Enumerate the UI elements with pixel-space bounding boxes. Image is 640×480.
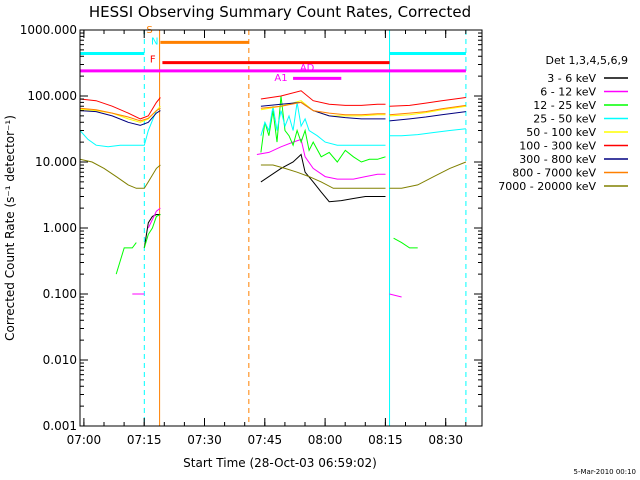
- series-line-6-1: [260, 101, 386, 120]
- series-line-7-1: [260, 101, 386, 116]
- x-axis-label: Start Time (28-Oct-03 06:59:02): [183, 456, 377, 470]
- legend-label-5: 100 - 300 keV: [519, 140, 596, 153]
- legend-label-3: 25 - 50 keV: [533, 113, 596, 126]
- series-line-5-2: [389, 97, 466, 107]
- series-line-6-0: [79, 110, 161, 126]
- flag-label-2: F: [150, 55, 156, 66]
- series-line-7-2: [389, 104, 466, 116]
- series-line-8-0: [79, 158, 161, 189]
- series-line-2-2: [143, 214, 161, 249]
- series-line-8-2: [389, 161, 467, 189]
- legend-label-8: 7000 - 20000 keV: [498, 180, 596, 193]
- y-tick-label-4: 10.000: [35, 155, 77, 169]
- legend-label-4: 50 - 100 keV: [526, 126, 596, 139]
- legend-label-0: 3 - 6 keV: [547, 72, 596, 85]
- series-line-2-3: [260, 95, 386, 163]
- series-line-5-0: [79, 97, 161, 120]
- series-line-1-3: [256, 138, 386, 180]
- y-tick-label-0: 0.001: [43, 419, 77, 433]
- flag-label-0: S: [146, 25, 152, 36]
- x-tick-label-6: 08:30: [428, 433, 463, 447]
- series-line-3-0: [79, 107, 161, 148]
- series-line-6-2: [389, 111, 466, 122]
- series-line-5-1: [260, 90, 386, 106]
- series-line-3-2: [389, 128, 466, 137]
- series-line-7-0: [79, 107, 161, 122]
- series-line-1-4: [389, 293, 402, 298]
- flag-label-4: A1: [274, 73, 287, 84]
- legend-label-7: 800 - 7000 keV: [512, 167, 596, 180]
- x-axis: 07:00 07:15 07:30 07:45 08:00 08:15 08:30: [67, 30, 467, 447]
- y-tick-label-6: 1000.000: [20, 23, 77, 37]
- flag-label-1: N: [151, 37, 158, 48]
- date-stamp: 5-Mar-2010 00:10: [574, 468, 636, 476]
- plot-area: SNF AD A1: [79, 25, 467, 426]
- x-tick-label-3: 07:45: [248, 433, 283, 447]
- y-tick-label-3: 1.000: [43, 221, 77, 235]
- chart-title: HESSI Observing Summary Count Rates, Cor…: [89, 3, 471, 21]
- x-tick-label-5: 08:15: [368, 433, 403, 447]
- flag-label-3: AD: [300, 63, 315, 74]
- series-line-3-1: [260, 102, 386, 146]
- series-line-1-2: [147, 207, 161, 229]
- series-line-8-1: [260, 164, 386, 189]
- y-tick-label-2: 0.100: [43, 287, 77, 301]
- x-tick-label-2: 07:30: [187, 433, 222, 447]
- series-line-4-2: [389, 105, 466, 117]
- y-tick-label-5: 100.000: [27, 89, 77, 103]
- x-tick-label-0: 07:00: [67, 433, 102, 447]
- x-tick-label-1: 07:15: [127, 433, 162, 447]
- legend-label-2: 12 - 25 keV: [533, 99, 596, 112]
- legend-label-1: 6 - 12 keV: [540, 86, 596, 99]
- series-line-2-4: [393, 237, 418, 249]
- series-line-2-1: [115, 242, 137, 275]
- legend-title: Det 1,3,4,5,6,9: [545, 54, 628, 67]
- x-tick-label-4: 08:00: [308, 433, 343, 447]
- series-line-0-0: [143, 214, 161, 248]
- legend-label-6: 300 - 800 keV: [519, 153, 596, 166]
- y-tick-label-1: 0.010: [43, 353, 77, 367]
- y-axis: 0.001 0.010 0.100 1.000 10.000 100.000 1000.00…: [20, 23, 482, 433]
- y-axis-label: Corrected Count Rate (s⁻¹ detector⁻¹): [3, 115, 17, 341]
